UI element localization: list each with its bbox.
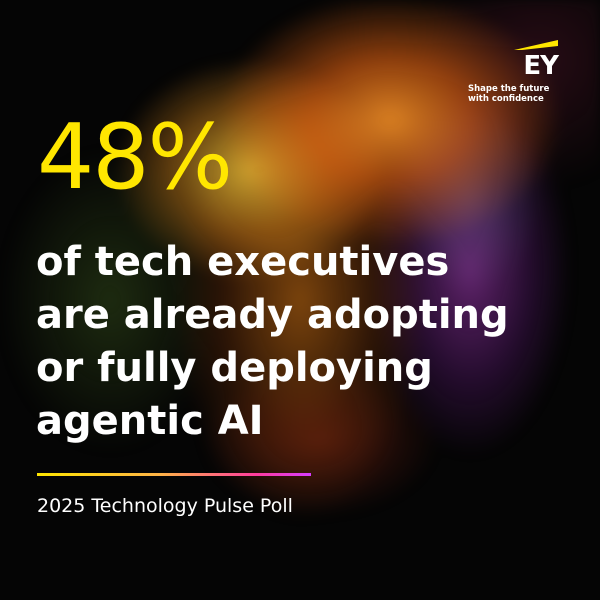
logo-tagline: Shape the future with confidence	[468, 84, 558, 104]
logo-letters: EY	[523, 51, 559, 81]
headline: of tech executives are already adopting …	[36, 236, 576, 448]
logo-tagline-line1: Shape the future	[468, 84, 550, 94]
headline-line2: are already adopting	[36, 292, 509, 338]
source-label: 2025 Technology Pulse Poll	[37, 495, 293, 517]
gradient-divider	[37, 473, 311, 476]
logo-tagline-line2: with confidence	[468, 94, 544, 104]
headline-line4: agentic AI	[36, 398, 264, 444]
headline-line3: or fully deploying	[36, 345, 433, 391]
stat-value: 48%	[37, 105, 233, 210]
logo-beam-icon	[514, 40, 558, 50]
headline-line1: of tech executives	[36, 239, 450, 285]
